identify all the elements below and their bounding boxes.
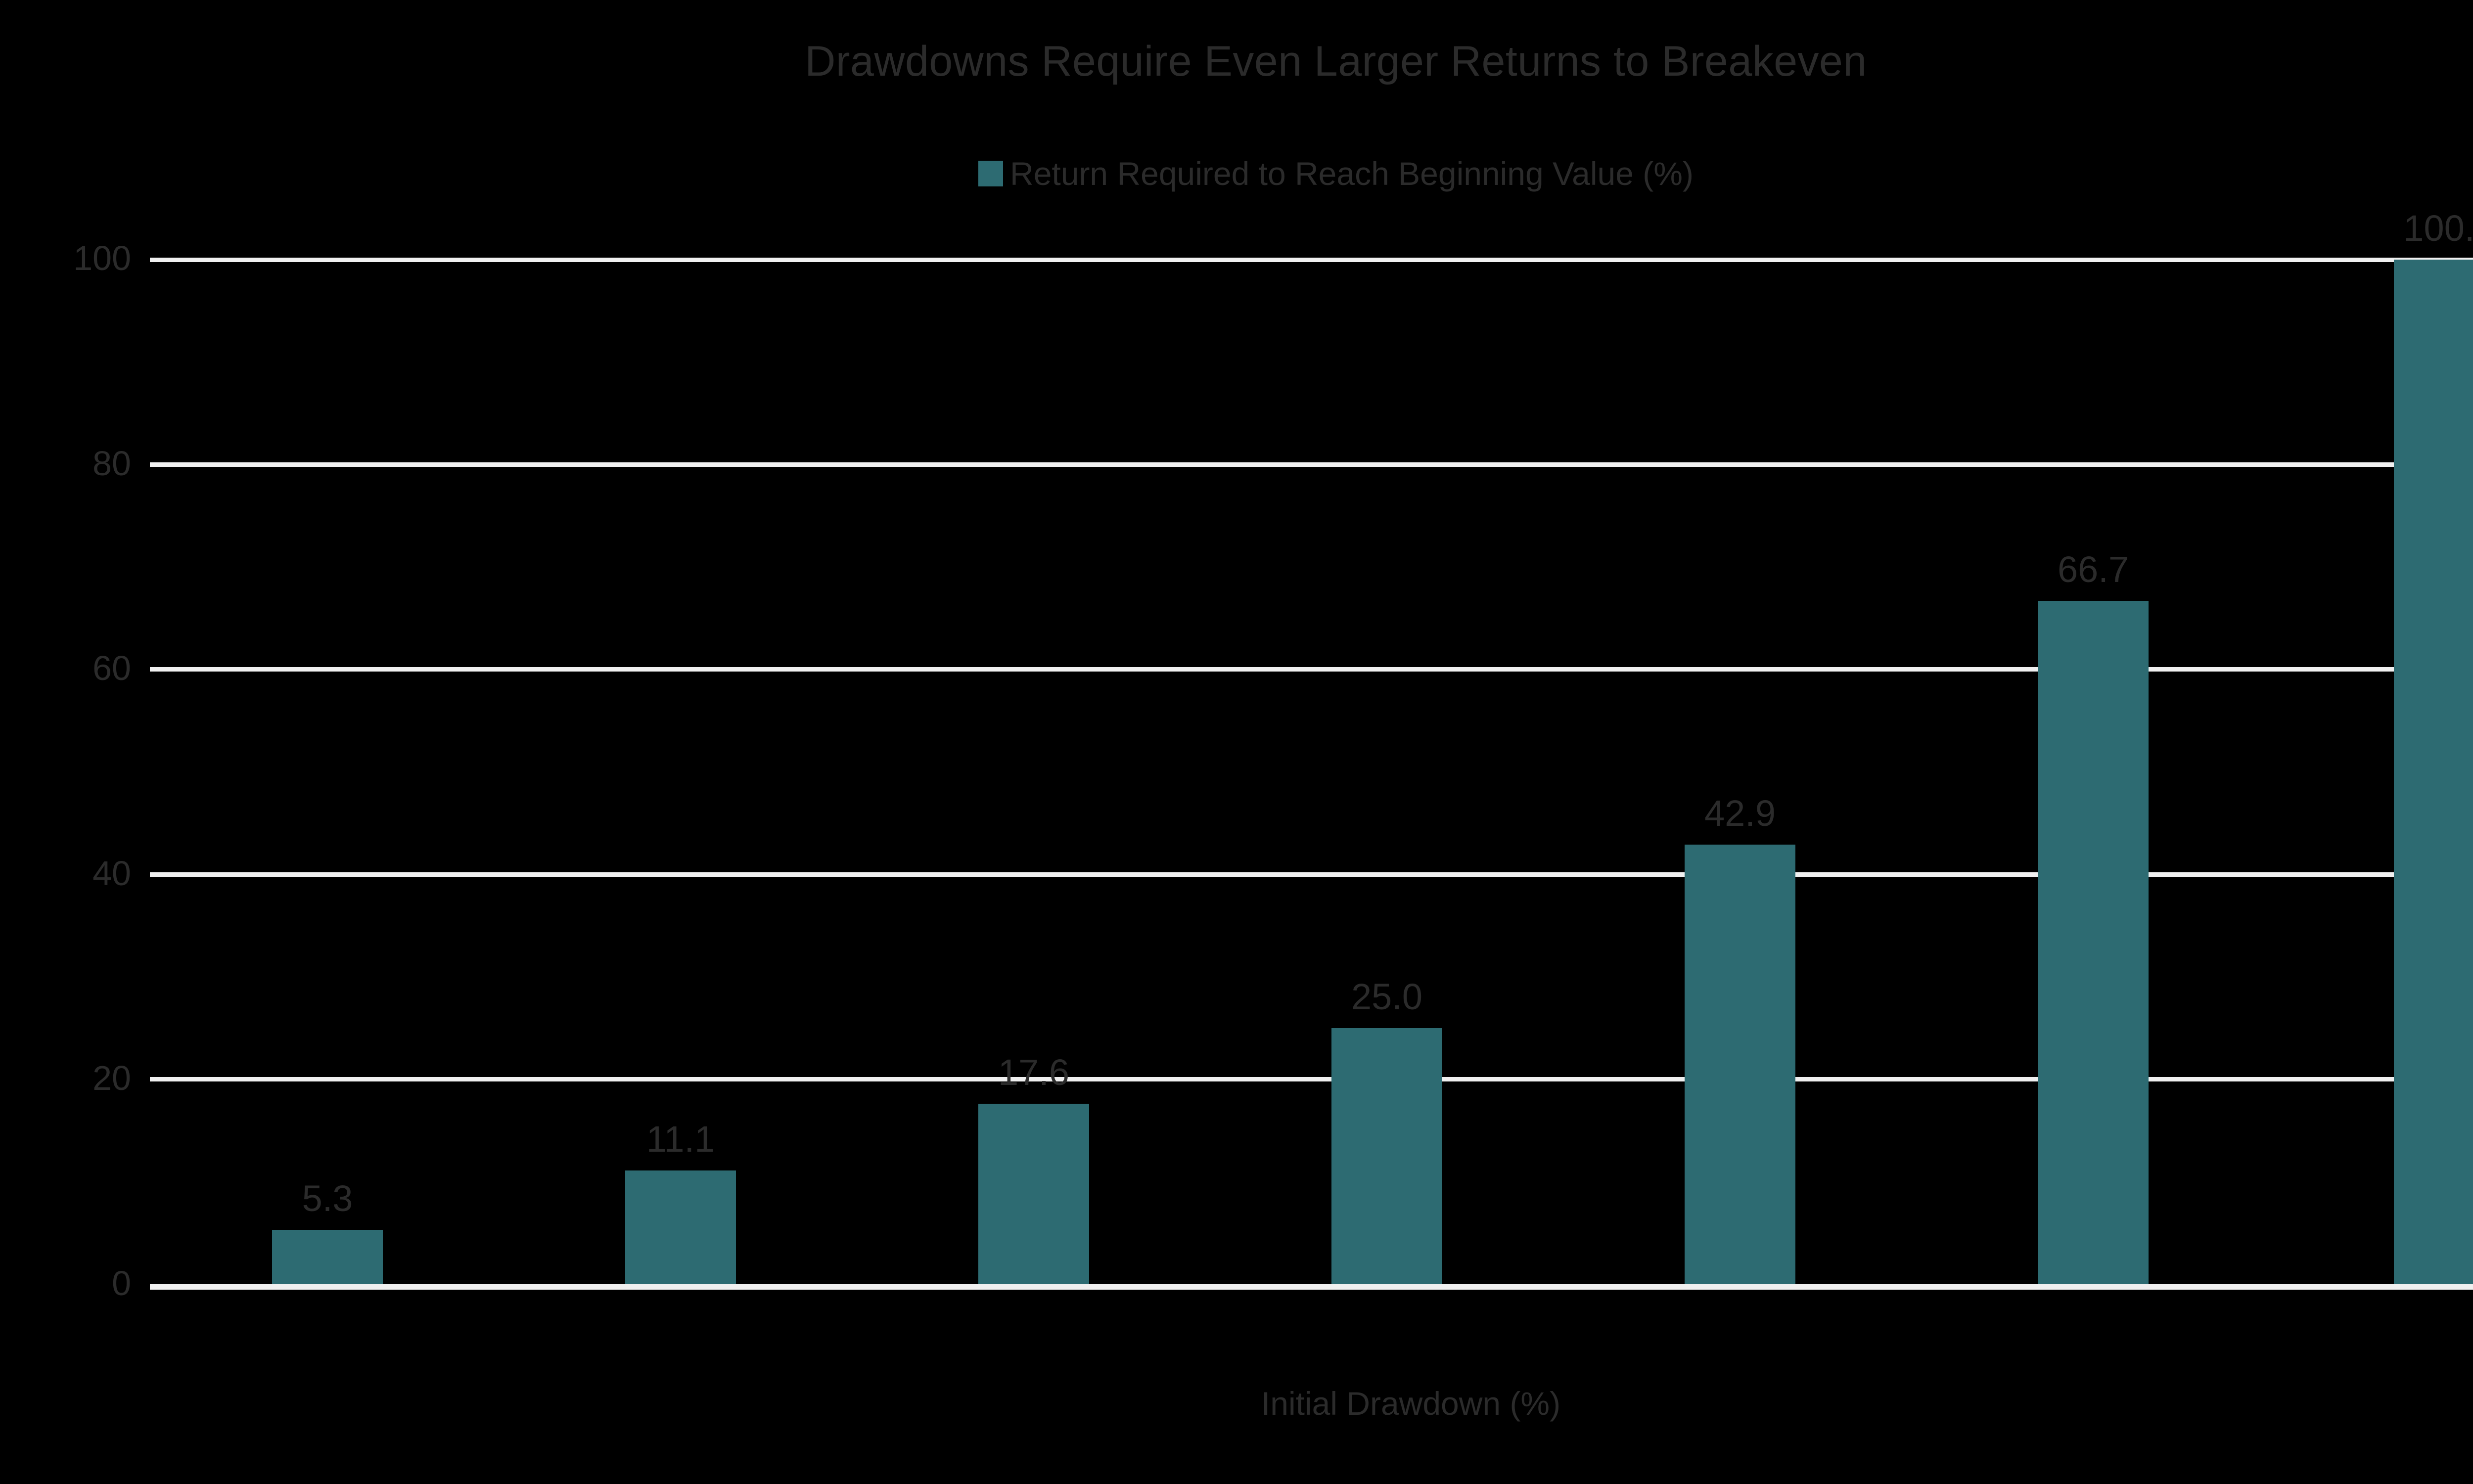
bar-40pct[interactable] xyxy=(2038,601,2149,1284)
bar-value-label-15pct: 17.6 xyxy=(998,1052,1070,1093)
y-tick-label-80: 80 xyxy=(92,444,131,483)
y-tick-label-40: 40 xyxy=(92,854,131,893)
legend-entry-label: Return Required to Reach Beginning Value… xyxy=(1010,155,1694,192)
bar-value-label-10pct: 11.1 xyxy=(646,1119,715,1160)
gridline-100 xyxy=(150,258,2473,262)
bar-value-label-20pct: 25.0 xyxy=(1351,976,1423,1017)
y-tick-label-0: 0 xyxy=(112,1264,131,1303)
bar-value-label-5pct: 5.3 xyxy=(302,1178,353,1219)
bar-20pct[interactable] xyxy=(1331,1028,1442,1284)
bar-50pct[interactable] xyxy=(2394,260,2473,1284)
y-tick-label-60: 60 xyxy=(92,649,131,687)
bar-value-label-30pct: 42.9 xyxy=(1704,793,1776,834)
bar-10pct[interactable] xyxy=(625,1170,736,1284)
chart-title: Drawdowns Require Even Larger Returns to… xyxy=(805,38,1867,85)
bar-value-label-40pct: 66.7 xyxy=(2057,549,2129,590)
x-axis-title: Initial Drawdown (%) xyxy=(1261,1385,1561,1422)
bar-5pct[interactable] xyxy=(272,1230,383,1284)
y-tick-label-20: 20 xyxy=(92,1059,131,1097)
chart-legend: Return Required to Reach Beginning Value… xyxy=(0,157,2473,190)
gridline-20 xyxy=(150,1077,2473,1081)
bar-value-label-50pct: 100.0 xyxy=(2403,208,2473,249)
y-tick-label-100: 100 xyxy=(73,239,131,277)
bar-15pct[interactable] xyxy=(978,1104,1089,1284)
bar-30pct[interactable] xyxy=(1685,845,1795,1284)
plot-area: 100 80 60 40 20 0 5.3 11.1 17.6 25.0 42.… xyxy=(73,210,2473,1301)
gridline-40 xyxy=(150,872,2473,877)
x-axis-line xyxy=(150,1284,2473,1290)
legend-color-swatch-icon xyxy=(978,161,1004,186)
gridline-60 xyxy=(150,667,2473,672)
gridline-80 xyxy=(150,462,2473,467)
